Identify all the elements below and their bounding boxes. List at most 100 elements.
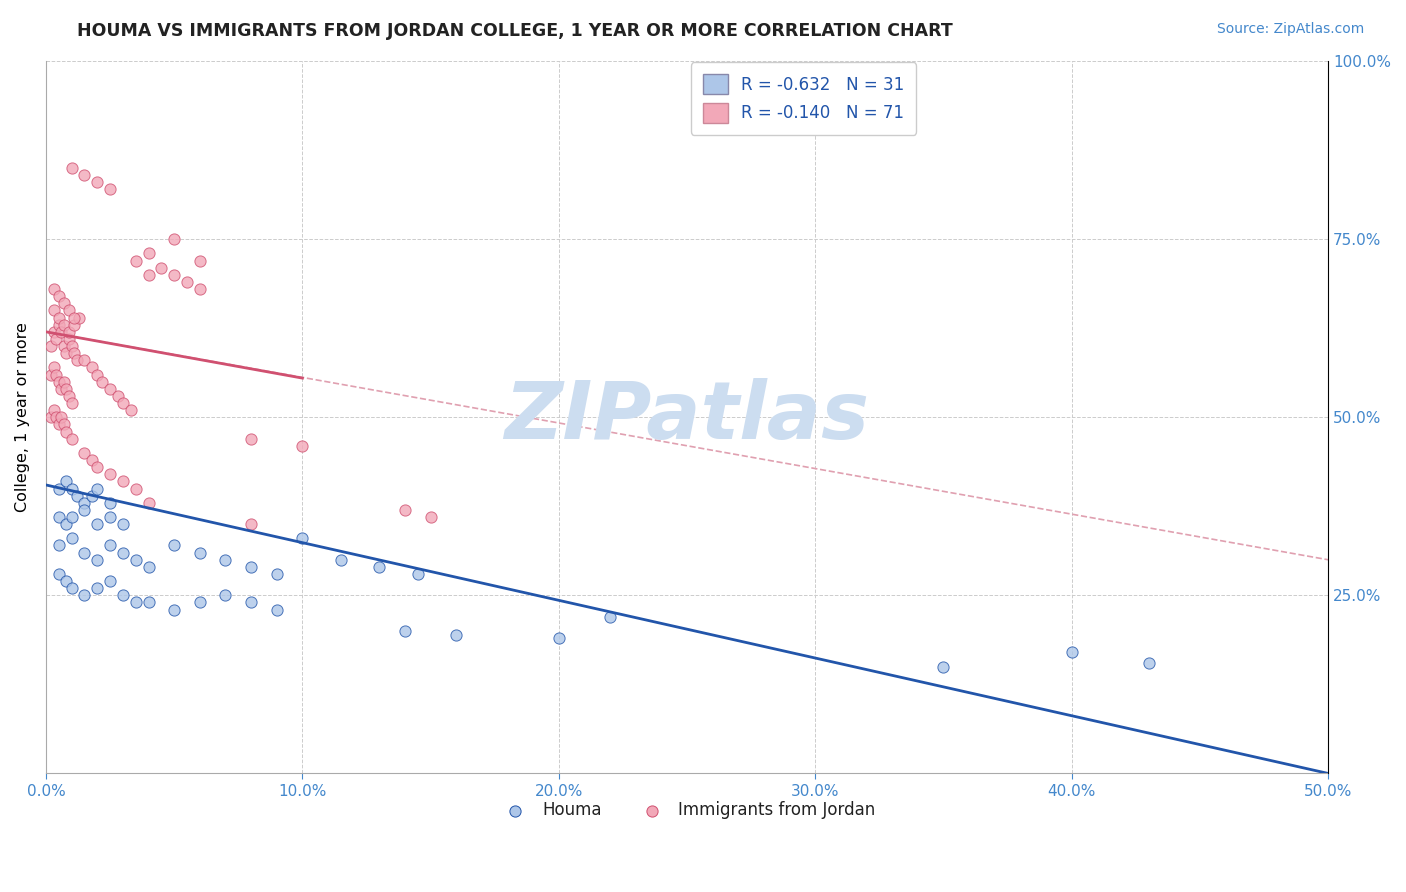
Text: Source: ZipAtlas.com: Source: ZipAtlas.com (1216, 22, 1364, 37)
Point (58, 325, 80, 339)
Point (60, 339, 83, 353)
Point (52, 296, 75, 310)
Point (48, 310, 70, 325)
Point (240, 432, 263, 446)
Legend: Houma, Immigrants from Jordan: Houma, Immigrants from Jordan (492, 794, 882, 826)
Point (52, 318, 75, 332)
Point (107, 389, 129, 403)
Point (66, 353, 89, 368)
Point (240, 595, 263, 609)
Point (51, 325, 73, 339)
Y-axis label: College, 1 year or more: College, 1 year or more (15, 322, 30, 512)
Point (82, 360, 104, 375)
Point (419, 510, 441, 524)
Point (82, 453, 104, 467)
Point (45, 332, 67, 346)
Point (163, 268, 186, 282)
Point (86, 460, 108, 475)
Point (48, 318, 70, 332)
Point (52, 339, 75, 353)
Point (98, 467, 121, 482)
Point (188, 595, 211, 609)
Point (58, 332, 80, 346)
Point (48, 289, 70, 303)
Point (39, 410, 62, 425)
Point (91, 375, 114, 389)
Point (45, 410, 67, 425)
Point (138, 268, 160, 282)
Point (240, 560, 263, 574)
Point (111, 588, 134, 602)
Point (66, 489, 89, 503)
Point (394, 624, 416, 638)
Point (55, 346, 77, 360)
Point (406, 566, 429, 581)
Point (82, 489, 104, 503)
Point (188, 282, 211, 296)
Point (60, 396, 83, 410)
Point (73, 588, 96, 602)
Point (291, 532, 314, 546)
Point (73, 353, 96, 368)
Point (45, 368, 67, 382)
Point (48, 417, 70, 432)
Point (111, 396, 134, 410)
Point (39, 368, 62, 382)
Point (150, 260, 173, 275)
Point (60, 482, 83, 496)
Point (368, 560, 391, 574)
Point (42, 360, 65, 375)
Point (60, 532, 83, 546)
Point (188, 253, 211, 268)
Point (42, 325, 65, 339)
Text: HOUMA VS IMMIGRANTS FROM JORDAN COLLEGE, 1 YEAR OR MORE CORRELATION CHART: HOUMA VS IMMIGRANTS FROM JORDAN COLLEGE,… (77, 22, 953, 40)
Point (125, 553, 148, 567)
Point (98, 510, 121, 524)
Point (39, 339, 62, 353)
Point (55, 475, 77, 489)
Point (1137, 656, 1160, 670)
Point (98, 382, 121, 396)
Point (86, 581, 108, 595)
Point (394, 503, 416, 517)
Point (58, 303, 80, 318)
Point (48, 539, 70, 553)
Point (51, 410, 73, 425)
Point (55, 425, 77, 439)
Point (138, 496, 160, 510)
Point (86, 175, 108, 189)
Point (60, 432, 83, 446)
Point (42, 303, 65, 318)
Point (48, 566, 70, 581)
Point (120, 403, 142, 417)
Point (52, 375, 75, 389)
Point (111, 517, 134, 532)
Point (73, 446, 96, 460)
Point (60, 510, 83, 524)
Point (446, 627, 468, 641)
Point (188, 546, 211, 560)
Point (55, 382, 77, 396)
Point (98, 182, 121, 196)
Point (52, 417, 75, 432)
Point (163, 539, 186, 553)
Point (73, 503, 96, 517)
Point (266, 566, 288, 581)
Point (98, 539, 121, 553)
Point (125, 482, 148, 496)
Point (48, 482, 70, 496)
Point (329, 553, 352, 567)
Point (86, 482, 108, 496)
Point (86, 368, 108, 382)
Point (86, 553, 108, 567)
Point (138, 246, 160, 260)
Point (63, 310, 86, 325)
Point (63, 346, 86, 360)
Point (51, 382, 73, 396)
Point (98, 496, 121, 510)
Point (240, 517, 263, 532)
Text: ZIPatlas: ZIPatlas (505, 378, 869, 457)
Point (125, 253, 148, 268)
Point (73, 168, 96, 182)
Point (214, 588, 236, 602)
